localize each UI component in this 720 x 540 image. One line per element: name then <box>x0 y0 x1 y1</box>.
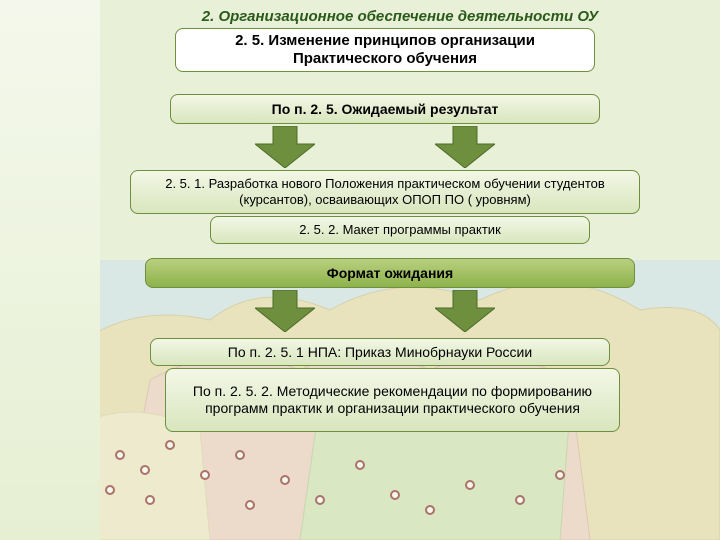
box-2-5-1: 2. 5. 1. Разработка нового Положения пра… <box>130 170 640 214</box>
header-title: 2. Организационное обеспечение деятельно… <box>120 8 680 25</box>
bottom-box-1: По п. 2. 5. 1 НПА: Приказ Минобрнауки Ро… <box>150 338 610 366</box>
arrow-down-2 <box>435 126 495 168</box>
format-box: Формат ожидания <box>145 258 635 288</box>
arrow-down-4 <box>435 290 495 332</box>
subheader-box: 2. 5. Изменение принципов организации Пр… <box>175 28 595 72</box>
expected-result-box: По п. 2. 5. Ожидаемый результат <box>170 94 600 124</box>
box-2-5-2: 2. 5. 2. Макет программы практик <box>210 216 590 244</box>
left-sidebar <box>0 0 100 540</box>
slide-stage: 2. Организационное обеспечение деятельно… <box>0 0 720 540</box>
bottom-box-2: По п. 2. 5. 2. Методические рекомендации… <box>165 368 620 432</box>
arrow-down-1 <box>255 126 315 168</box>
arrow-down-3 <box>255 290 315 332</box>
